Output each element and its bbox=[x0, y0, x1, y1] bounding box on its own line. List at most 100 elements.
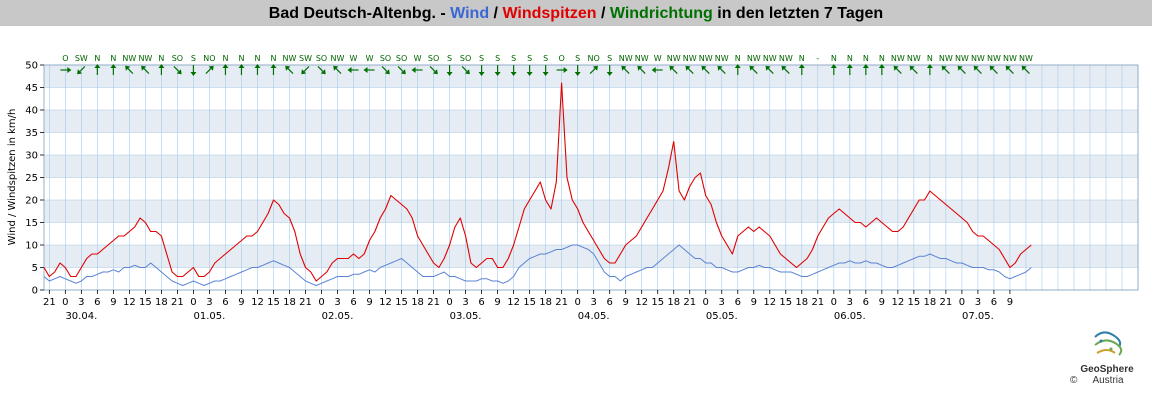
wind-direction-label: NW bbox=[971, 54, 985, 63]
day-label: 01.05. bbox=[194, 311, 226, 322]
wind-direction-arrow bbox=[989, 65, 998, 74]
x-tick-label: 3 bbox=[206, 297, 212, 308]
wind-direction-label: NW bbox=[667, 54, 681, 63]
wind-direction-arrow bbox=[1005, 65, 1014, 74]
wind-direction-label: NW bbox=[683, 54, 697, 63]
wind-direction-label: N bbox=[927, 54, 933, 63]
wind-direction-arrow bbox=[830, 64, 837, 75]
wind-direction-arrow bbox=[446, 65, 453, 76]
wind-direction-label: SW bbox=[75, 54, 88, 63]
wind-direction-label: NW bbox=[763, 54, 777, 63]
geosphere-logo-icon bbox=[1094, 331, 1123, 356]
arrow-head bbox=[347, 67, 352, 73]
arrow-head bbox=[717, 65, 723, 71]
arrow-head bbox=[846, 64, 853, 68]
wind-direction-arrow bbox=[205, 65, 214, 74]
day-label: 30.04. bbox=[65, 311, 97, 322]
wind-direction-label: NW bbox=[987, 54, 1001, 63]
wind-direction-label: N bbox=[847, 54, 853, 63]
x-tick-label: 15 bbox=[267, 297, 280, 308]
wind-direction-label: S bbox=[575, 54, 580, 63]
arrow-head bbox=[446, 72, 453, 76]
x-tick-label: 15 bbox=[651, 297, 664, 308]
y-tick-label: 40 bbox=[25, 106, 38, 117]
wind-direction-row: O SW N N NW NW N SO S NO N N N N NW SW SO NW W W SO SO W SO S SO S… bbox=[60, 54, 1033, 76]
wind-direction-arrow bbox=[77, 66, 86, 75]
wind-direction-arrow bbox=[941, 65, 950, 74]
arrow-head bbox=[526, 72, 533, 76]
arrow-head bbox=[878, 64, 885, 68]
wind-direction-arrow bbox=[526, 65, 533, 76]
arrow-head bbox=[592, 65, 598, 71]
x-tick-label: 21 bbox=[299, 297, 312, 308]
x-tick-label: 18 bbox=[155, 297, 168, 308]
wind-direction-arrow bbox=[173, 66, 182, 75]
arrow-head bbox=[701, 65, 707, 71]
x-tick-label: 21 bbox=[683, 297, 696, 308]
wind-direction-arrow bbox=[685, 65, 694, 74]
x-tick-label: 12 bbox=[891, 297, 904, 308]
wind-direction-label: N bbox=[879, 54, 885, 63]
x-tick-label: 21 bbox=[811, 297, 824, 308]
wind-direction-label: NW bbox=[715, 54, 729, 63]
y-tick-label: 5 bbox=[32, 263, 38, 274]
wind-direction-arrow bbox=[701, 65, 710, 74]
wind-direction-label: N bbox=[735, 54, 741, 63]
arrow-head bbox=[651, 67, 656, 73]
arrow-head bbox=[542, 72, 549, 76]
x-tick-label: 3 bbox=[334, 297, 340, 308]
wind-direction-label: NW bbox=[891, 54, 905, 63]
wind-direction-arrow bbox=[734, 64, 741, 75]
wind-direction-arrow bbox=[765, 65, 774, 74]
series-line-0 bbox=[43, 244, 1032, 286]
logo-name: GeoSphere bbox=[1080, 364, 1134, 375]
wind-direction-arrow bbox=[461, 66, 470, 75]
wind-direction-arrow bbox=[878, 64, 885, 75]
wind-direction-arrow bbox=[621, 65, 630, 74]
wind-direction-arrow bbox=[285, 65, 294, 74]
x-tick-label: 15 bbox=[139, 297, 152, 308]
x-tick-label: 12 bbox=[763, 297, 776, 308]
arrow-head bbox=[781, 65, 787, 71]
day-label: 07.05. bbox=[962, 311, 994, 322]
arrow-head bbox=[190, 72, 197, 76]
y-tick-label: 50 bbox=[25, 61, 38, 72]
wind-direction-arrow bbox=[926, 64, 933, 75]
arrow-head bbox=[893, 65, 899, 71]
y-tick-label: 15 bbox=[25, 218, 38, 229]
wind-direction-label: NW bbox=[779, 54, 793, 63]
x-tick-label: 21 bbox=[940, 297, 953, 308]
title-bar bbox=[0, 0, 1152, 26]
x-tick-label: 6 bbox=[222, 297, 228, 308]
wind-direction-label: W bbox=[366, 54, 374, 63]
wind-direction-label: W bbox=[350, 54, 358, 63]
arrow-head bbox=[669, 65, 675, 71]
wind-direction-arrow bbox=[846, 64, 853, 75]
title-prefix: Bad Deutsch-Altenbg. - bbox=[269, 5, 450, 22]
wind-direction-arrow bbox=[254, 64, 261, 75]
arrow-head bbox=[464, 69, 470, 75]
arrow-head bbox=[494, 72, 501, 76]
x-tick-label: 12 bbox=[507, 297, 520, 308]
arrow-head bbox=[141, 65, 147, 71]
wind-direction-label: NW bbox=[747, 54, 761, 63]
wind-direction-arrow bbox=[238, 64, 245, 75]
x-tick-label: 15 bbox=[779, 297, 792, 308]
y-tick-label: 45 bbox=[25, 83, 38, 94]
x-tick-label: 3 bbox=[590, 297, 596, 308]
x-tick-label: 18 bbox=[411, 297, 424, 308]
wind-direction-label: N bbox=[94, 54, 100, 63]
arrow-head bbox=[110, 64, 117, 68]
wind-direction-label: NW bbox=[939, 54, 953, 63]
wind-direction-label: N bbox=[270, 54, 276, 63]
x-tick-label: 6 bbox=[94, 297, 100, 308]
y-axis-label: Wind / Windspitzen in km/h bbox=[7, 109, 18, 246]
arrow-head bbox=[333, 65, 339, 71]
x-tick-label: 6 bbox=[606, 297, 612, 308]
wind-direction-arrow bbox=[270, 64, 277, 75]
wind-direction-label: SO bbox=[172, 54, 183, 63]
x-tick-label: 12 bbox=[635, 297, 648, 308]
x-tick-label: 0 bbox=[574, 297, 580, 308]
title-gusts: Windspitzen bbox=[502, 5, 596, 22]
arrow-head bbox=[637, 65, 643, 71]
